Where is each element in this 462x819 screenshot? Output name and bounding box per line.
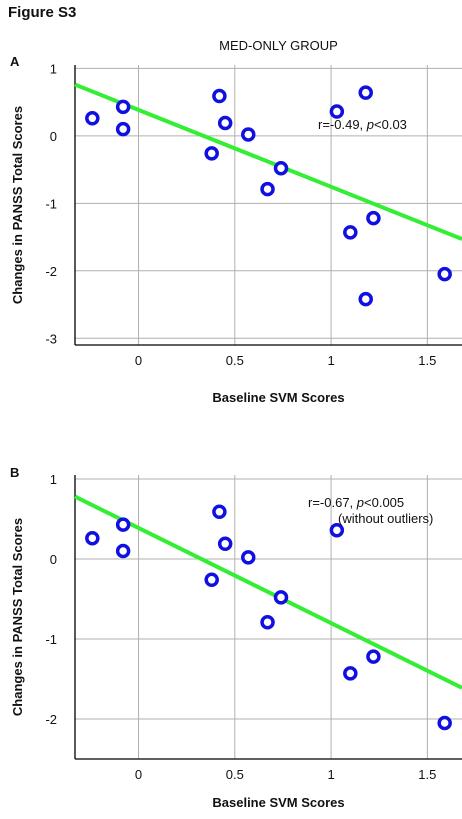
data-point [343, 225, 358, 240]
y-tick-label: -1 [45, 632, 57, 647]
data-point [437, 715, 452, 731]
data-point [260, 614, 275, 630]
data-point [217, 536, 233, 552]
correlation-annotation: r=-0.67, p<0.005 [308, 495, 404, 510]
data-point [115, 99, 131, 115]
panel-label: B [10, 465, 19, 480]
data-point [115, 543, 131, 559]
y-axis-label: Changes in PANSS Total Scores [10, 106, 25, 304]
y-tick-label: -1 [45, 196, 57, 211]
data-point [366, 210, 381, 226]
data-point [343, 666, 358, 681]
data-point [366, 649, 381, 664]
data-point [329, 522, 345, 538]
data-point [273, 590, 289, 605]
y-tick-label: -2 [45, 264, 57, 279]
y-tick-label: 0 [50, 129, 57, 144]
data-point [115, 517, 131, 532]
data-point [358, 85, 373, 100]
data-point [85, 530, 100, 546]
data-point [204, 146, 219, 161]
x-axis-label: Baseline SVM Scores [212, 390, 344, 405]
data-point [260, 181, 275, 197]
data-point [212, 88, 227, 104]
x-tick-label: 0.5 [226, 767, 244, 782]
figure-title: Figure S3 [8, 4, 77, 21]
data-point [115, 121, 131, 137]
x-tick-label: 1.5 [418, 353, 436, 368]
data-point [241, 550, 256, 565]
x-tick-label: 1 [327, 353, 334, 368]
y-tick-label: 0 [50, 552, 57, 567]
chart-title: MED-ONLY GROUP [219, 38, 338, 53]
correlation-annotation-note: (without outliers) [338, 511, 433, 526]
data-point [329, 104, 345, 119]
x-tick-label: 1 [327, 767, 334, 782]
panel-label: A [10, 54, 20, 69]
scatter-panel-b: 0 0.5 1 1.5 1 0 -1 -2 B Baseline SVM Scores Change… [10, 465, 462, 810]
data-point [85, 111, 100, 126]
data-point [273, 160, 289, 176]
regression-line [74, 494, 462, 690]
correlation-annotation: r=-0.49, p<0.03 [318, 117, 407, 132]
x-tick-label: 1.5 [418, 767, 436, 782]
data-point [217, 115, 233, 131]
x-tick-label: 0 [135, 767, 142, 782]
y-tick-label: -2 [45, 712, 57, 727]
data-point [437, 266, 452, 282]
x-axis-label: Baseline SVM Scores [212, 795, 344, 810]
data-point [358, 291, 373, 307]
y-tick-label: 1 [50, 61, 57, 76]
y-tick-label: 1 [50, 472, 57, 487]
x-tick-label: 0 [135, 353, 142, 368]
data-point [241, 127, 256, 142]
y-axis-label: Changes in PANSS Total Scores [10, 518, 25, 716]
regression-line [74, 82, 462, 241]
scatter-panel-a: 0 0.5 1 1.5 1 0 -1 -2 -3 MED-ONLY GROUP A Baseline … [10, 38, 462, 405]
data-point [212, 504, 227, 520]
y-tick-label: -3 [45, 331, 57, 346]
x-tick-label: 0.5 [226, 353, 244, 368]
data-point [204, 572, 219, 588]
